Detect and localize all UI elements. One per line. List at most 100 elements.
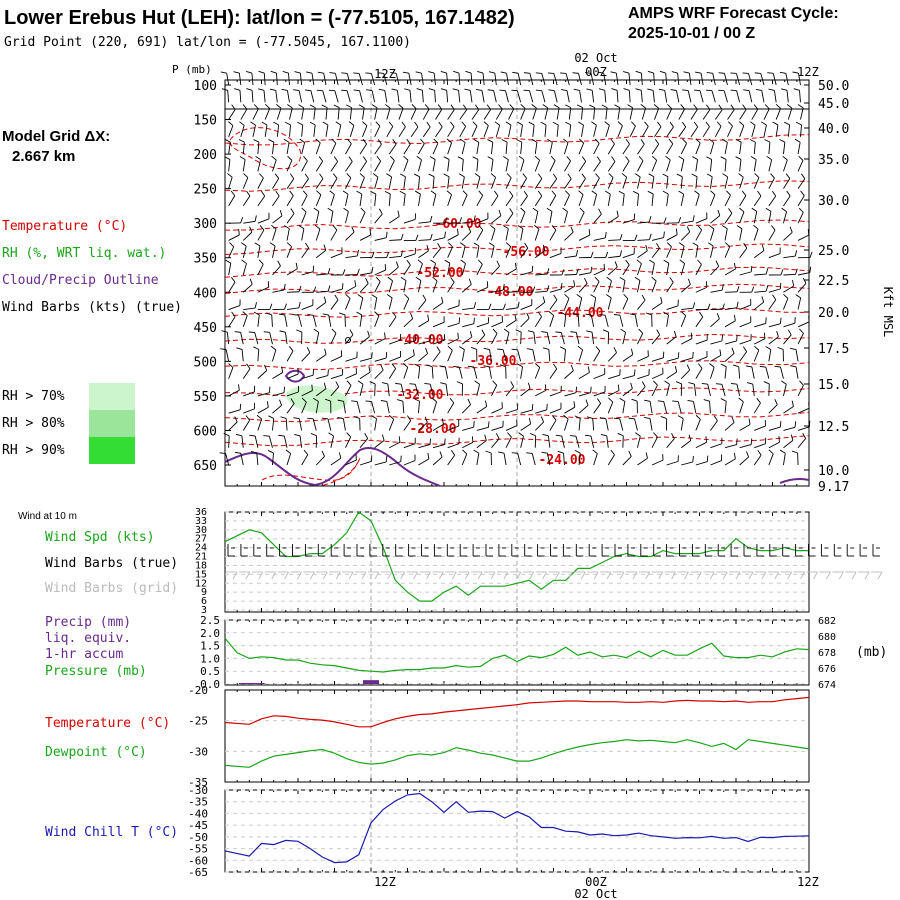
upper-wind-barb-feather <box>659 70 666 74</box>
upper-wind-barb-feather <box>781 207 787 212</box>
upper-wind-barb-feather <box>531 104 537 109</box>
upper-wind-barb-feather <box>301 207 307 213</box>
upper-wind-barb <box>483 109 492 120</box>
upper-wind-barb <box>288 73 290 86</box>
upper-wind-barb <box>461 159 464 172</box>
upper-wind-barb <box>724 366 727 379</box>
upper-wind-barb <box>491 438 500 449</box>
upper-wind-barb-feather <box>578 121 584 126</box>
upper-wind-barb <box>724 246 731 258</box>
upper-wind-barb <box>359 357 372 362</box>
upper-wind-barb <box>751 125 756 137</box>
upper-wind-barb <box>491 228 496 241</box>
upper-wind-barb-feather <box>278 434 285 437</box>
upper-wind-barb-feather <box>494 121 500 126</box>
upper-wind-barb <box>422 108 430 120</box>
upper-wind-barb-feather <box>671 71 678 74</box>
upper-wind-barb <box>695 264 702 276</box>
upper-wind-barb-feather <box>430 259 436 264</box>
upper-wind-barb <box>593 403 602 414</box>
upper-wind-barb <box>228 195 236 207</box>
upper-wind-barb-feather <box>416 88 423 91</box>
upper-wind-barb-feather <box>375 121 381 127</box>
upper-wind-barb <box>257 286 269 293</box>
pressure-tick-label: 200 <box>194 148 217 163</box>
wind-tick-label: 12 <box>195 578 207 589</box>
upper-wind-barb <box>242 231 253 241</box>
upper-wind-barb-feather <box>384 332 386 339</box>
wind-barb-grid-feather <box>632 571 638 580</box>
upper-wind-barb-feather <box>323 296 327 303</box>
upper-wind-barb-feather <box>676 173 683 178</box>
upper-wind-barb-feather <box>594 138 600 144</box>
upper-wind-barb-feather <box>592 449 598 454</box>
upper-wind-barb-feather <box>790 347 797 350</box>
upper-wind-barb <box>797 297 802 310</box>
upper-wind-barb <box>264 108 271 120</box>
upper-wind-barb <box>520 211 526 224</box>
upper-wind-barb <box>476 453 480 466</box>
upper-wind-barb-feather <box>253 104 259 110</box>
upper-wind-barb-feather <box>457 228 459 235</box>
upper-wind-barb <box>564 142 569 155</box>
upper-wind-barb <box>520 124 523 137</box>
upper-wind-barb <box>681 220 694 224</box>
upper-wind-barb-feather <box>719 349 722 356</box>
upper-wind-barb <box>753 177 760 189</box>
upper-wind-barb <box>564 418 569 431</box>
upper-wind-barb-feather <box>586 88 593 91</box>
upper-wind-barb <box>505 425 518 431</box>
upper-wind-barb <box>785 73 789 86</box>
upper-wind-barb <box>447 246 454 258</box>
upper-wind-barb <box>330 229 338 241</box>
upper-wind-barb-feather <box>486 104 492 110</box>
upper-wind-barb <box>593 453 598 466</box>
upper-wind-barb-feather <box>611 88 618 91</box>
upper-wind-barb-feather <box>318 156 324 162</box>
upper-wind-barb-feather <box>535 72 542 74</box>
upper-wind-barb <box>286 142 290 155</box>
upper-wind-barb <box>541 90 546 103</box>
upper-wind-barb-feather <box>708 138 715 143</box>
upper-wind-barb <box>564 178 572 189</box>
upper-wind-barb-feather <box>693 121 699 128</box>
upper-wind-barb <box>783 142 786 155</box>
windchill-tick-label: -50 <box>188 831 208 844</box>
upper-wind-barb-feather <box>313 207 320 212</box>
upper-wind-barb-feather <box>613 314 620 316</box>
upper-wind-barb <box>637 435 641 448</box>
upper-wind-barb-feather <box>457 156 464 160</box>
upper-wind-barb-feather <box>288 346 294 352</box>
upper-wind-barb-feather <box>574 415 581 419</box>
upper-wind-barb-feather <box>552 173 558 180</box>
upper-wind-barb-feather <box>658 88 665 91</box>
upper-wind-barb-feather <box>450 121 455 127</box>
upper-wind-barb <box>272 372 283 380</box>
upper-wind-barb-feather <box>255 155 261 161</box>
upper-wind-barb-feather <box>362 156 368 162</box>
upper-wind-barb-feather <box>444 217 448 224</box>
upper-wind-barb-feather <box>774 398 778 405</box>
windchill-tick-label: -65 <box>188 866 208 879</box>
upper-wind-barb-feather <box>324 398 331 402</box>
upper-wind-barb <box>388 266 399 276</box>
upper-wind-barb <box>374 315 380 327</box>
upper-wind-barb <box>651 384 658 397</box>
upper-wind-barb <box>695 194 700 207</box>
upper-wind-barb <box>564 392 577 397</box>
upper-wind-barb-feather <box>598 88 605 91</box>
upper-wind-barb <box>447 263 451 276</box>
upper-wind-barb-feather <box>249 434 256 437</box>
upper-wind-barb-feather <box>695 414 701 420</box>
upper-wind-barb-feather <box>253 311 260 316</box>
upper-wind-barb <box>476 264 483 276</box>
upper-wind-barb <box>476 245 480 258</box>
upper-wind-barb <box>389 255 402 259</box>
upper-wind-barb <box>666 263 670 276</box>
upper-wind-barb <box>228 367 234 379</box>
upper-wind-barb <box>666 246 672 258</box>
temperature-contour-label: -28.00 <box>410 422 457 437</box>
upper-wind-barb <box>264 124 268 137</box>
upper-wind-barb-feather <box>542 296 546 303</box>
upper-wind-barb <box>315 401 319 414</box>
